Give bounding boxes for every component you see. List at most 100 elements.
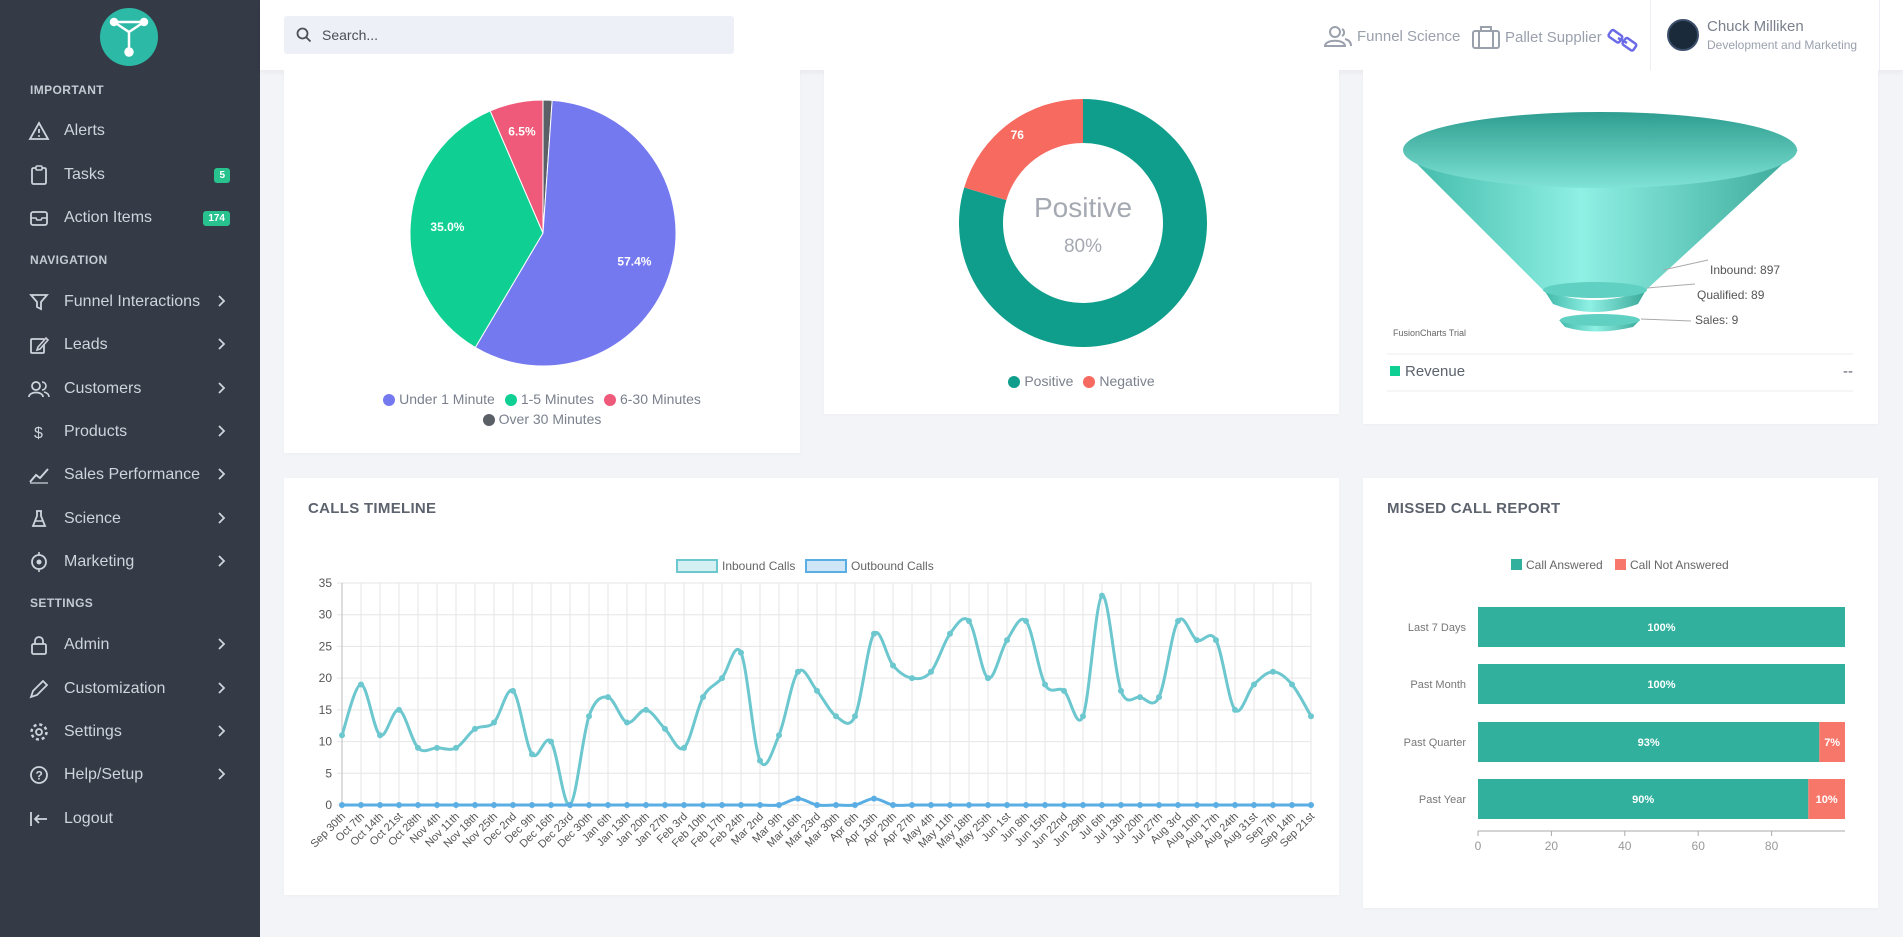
data-point[interactable]	[947, 630, 953, 637]
link-funnel-science[interactable]: Funnel Science	[1323, 24, 1460, 48]
sidebar-item-marketing[interactable]: Marketing	[0, 544, 260, 580]
data-point[interactable]	[1270, 668, 1276, 675]
search-input[interactable]	[322, 27, 712, 43]
data-point[interactable]	[928, 802, 934, 808]
data-point[interactable]	[985, 802, 991, 808]
sidebar-item-admin[interactable]: Admin	[0, 627, 260, 663]
legend-item-6-30-minutes[interactable]: 6-30 Minutes	[603, 391, 701, 407]
data-point[interactable]	[662, 802, 668, 808]
data-point[interactable]	[890, 662, 896, 669]
donut-slice[interactable]	[964, 98, 1083, 201]
data-point[interactable]	[833, 713, 839, 720]
data-point[interactable]	[1004, 802, 1010, 808]
data-point[interactable]	[1213, 802, 1219, 808]
pie-slice[interactable]	[474, 99, 677, 367]
data-point[interactable]	[700, 694, 706, 701]
data-point[interactable]	[1099, 802, 1105, 808]
sidebar-item-settings[interactable]: Settings	[0, 714, 260, 750]
data-point[interactable]	[909, 675, 915, 682]
data-point[interactable]	[1137, 694, 1143, 701]
data-point[interactable]	[833, 802, 839, 808]
legend-item-over-30-minutes[interactable]: Over 30 Minutes	[482, 411, 601, 427]
data-point[interactable]	[1175, 618, 1181, 625]
data-point[interactable]	[1270, 802, 1276, 808]
data-point[interactable]	[795, 668, 801, 675]
app-logo[interactable]	[100, 8, 158, 66]
data-point[interactable]	[719, 802, 725, 808]
data-point[interactable]	[947, 802, 953, 808]
data-point[interactable]	[548, 802, 554, 808]
data-point[interactable]	[852, 802, 858, 808]
legend-item-positive[interactable]: Positive	[1008, 373, 1073, 389]
data-point[interactable]	[757, 757, 763, 764]
data-point[interactable]	[529, 802, 535, 808]
link-pallet-supplier[interactable]: Pallet Supplier	[1471, 24, 1602, 50]
donut-slice[interactable]	[959, 99, 1207, 347]
data-point[interactable]	[1156, 694, 1162, 701]
data-point[interactable]	[1232, 706, 1238, 713]
data-point[interactable]	[852, 713, 858, 720]
bar-segment[interactable]	[1478, 607, 1845, 647]
data-point[interactable]	[814, 687, 820, 694]
data-point[interactable]	[1213, 637, 1219, 644]
data-point[interactable]	[814, 802, 820, 808]
data-point[interactable]	[1042, 681, 1048, 688]
data-point[interactable]	[358, 802, 364, 808]
data-point[interactable]	[1251, 802, 1257, 808]
line-series-outbound[interactable]	[342, 797, 1311, 807]
funnel-stage-qualified[interactable]	[1544, 290, 1646, 312]
data-point[interactable]	[339, 802, 345, 808]
data-point[interactable]	[719, 675, 725, 682]
data-point[interactable]	[491, 719, 497, 726]
sidebar-item-customization[interactable]: Customization	[0, 671, 260, 707]
data-point[interactable]	[377, 732, 383, 739]
bar-segment[interactable]	[1808, 779, 1845, 819]
data-point[interactable]	[681, 802, 687, 808]
data-point[interactable]	[491, 802, 497, 808]
data-point[interactable]	[1080, 802, 1086, 808]
data-point[interactable]	[605, 694, 611, 701]
legend-item-1-5-minutes[interactable]: 1-5 Minutes	[504, 391, 594, 407]
data-point[interactable]	[776, 802, 782, 808]
bar-segment[interactable]	[1819, 722, 1845, 762]
data-point[interactable]	[415, 744, 421, 751]
data-point[interactable]	[1194, 802, 1200, 808]
data-point[interactable]	[1175, 802, 1181, 808]
data-point[interactable]	[1080, 713, 1086, 720]
legend-swatch-inbound[interactable]	[676, 559, 718, 573]
data-point[interactable]	[1194, 637, 1200, 644]
data-point[interactable]	[738, 649, 744, 656]
bar-segment[interactable]	[1478, 722, 1820, 762]
data-point[interactable]	[396, 802, 402, 808]
legend-item-negative[interactable]: Negative	[1083, 373, 1155, 389]
data-point[interactable]	[358, 681, 364, 688]
data-point[interactable]	[1232, 802, 1238, 808]
data-point[interactable]	[377, 802, 383, 808]
data-point[interactable]	[510, 687, 516, 694]
search-box[interactable]	[284, 16, 734, 54]
data-point[interactable]	[1023, 802, 1029, 808]
data-point[interactable]	[605, 802, 611, 808]
data-point[interactable]	[1099, 592, 1105, 599]
data-point[interactable]	[624, 802, 630, 808]
data-point[interactable]	[985, 675, 991, 682]
data-point[interactable]	[548, 738, 554, 745]
data-point[interactable]	[1118, 687, 1124, 694]
data-point[interactable]	[1023, 618, 1029, 625]
data-point[interactable]	[339, 732, 345, 739]
sidebar-item-products[interactable]: $ Products	[0, 414, 260, 450]
data-point[interactable]	[1137, 802, 1143, 808]
data-point[interactable]	[643, 802, 649, 808]
funnel-stage-inbound[interactable]	[1403, 150, 1798, 290]
data-point[interactable]	[415, 802, 421, 808]
data-point[interactable]	[1251, 681, 1257, 688]
data-point[interactable]	[1289, 802, 1295, 808]
data-point[interactable]	[529, 751, 535, 758]
data-point[interactable]	[776, 732, 782, 739]
data-point[interactable]	[966, 802, 972, 808]
sidebar-item-funnel-interactions[interactable]: Funnel Interactions	[0, 284, 260, 320]
data-point[interactable]	[909, 802, 915, 808]
data-point[interactable]	[1004, 637, 1010, 644]
data-point[interactable]	[586, 802, 592, 808]
data-point[interactable]	[890, 802, 896, 808]
